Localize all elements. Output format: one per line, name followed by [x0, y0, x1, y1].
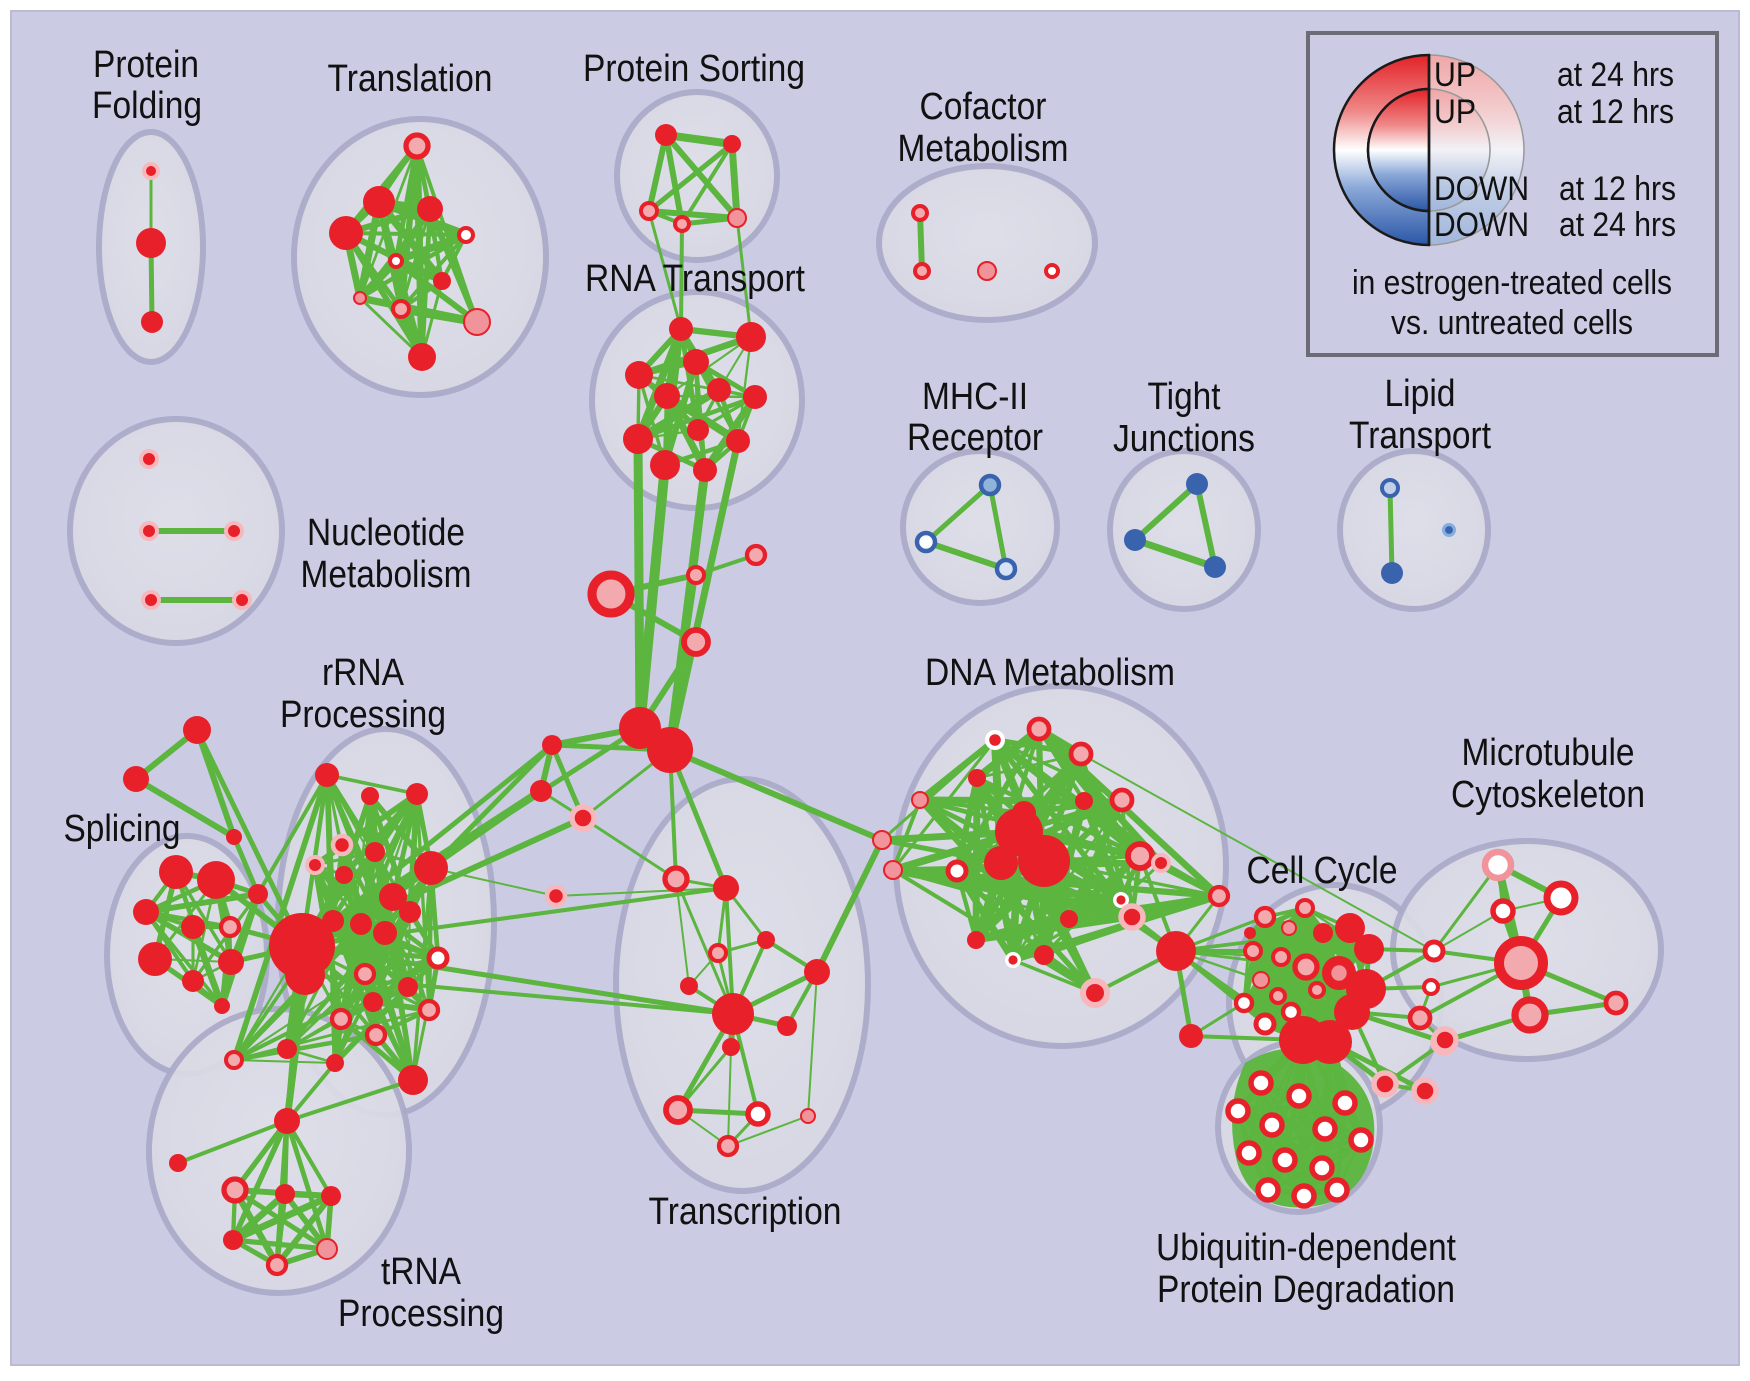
svg-text:Nucleotide: Nucleotide: [307, 512, 465, 554]
svg-text:Protein Degradation: Protein Degradation: [1157, 1269, 1455, 1311]
svg-text:Processing: Processing: [338, 1293, 504, 1335]
svg-text:Translation: Translation: [328, 58, 493, 100]
svg-text:UP: UP: [1434, 93, 1476, 131]
svg-text:Ubiquitin-dependent: Ubiquitin-dependent: [1156, 1227, 1456, 1269]
svg-text:at 24 hrs: at 24 hrs: [1559, 206, 1676, 244]
svg-text:at 12 hrs: at 12 hrs: [1557, 93, 1674, 131]
svg-text:Tight: Tight: [1148, 376, 1221, 418]
svg-text:rRNA: rRNA: [322, 652, 405, 694]
svg-text:Transcription: Transcription: [649, 1191, 842, 1233]
svg-text:in estrogen-treated cells: in estrogen-treated cells: [1352, 264, 1672, 302]
svg-text:Metabolism: Metabolism: [898, 128, 1069, 170]
svg-text:Protein: Protein: [93, 44, 199, 86]
svg-text:DOWN: DOWN: [1434, 170, 1529, 208]
svg-text:Cell Cycle: Cell Cycle: [1247, 850, 1398, 892]
svg-text:UP: UP: [1434, 56, 1476, 94]
svg-text:Cytoskeleton: Cytoskeleton: [1451, 774, 1645, 816]
svg-text:Junctions: Junctions: [1113, 418, 1255, 460]
svg-text:Cofactor: Cofactor: [920, 86, 1047, 128]
svg-text:DNA Metabolism: DNA Metabolism: [925, 652, 1175, 694]
svg-text:Protein Sorting: Protein Sorting: [583, 48, 805, 90]
svg-text:tRNA: tRNA: [381, 1251, 462, 1293]
svg-text:Transport: Transport: [1349, 415, 1491, 457]
svg-text:Microtubule: Microtubule: [1462, 732, 1635, 774]
svg-text:Metabolism: Metabolism: [301, 554, 472, 596]
svg-text:vs. untreated cells: vs. untreated cells: [1391, 304, 1633, 342]
svg-text:Splicing: Splicing: [64, 808, 181, 850]
svg-text:DOWN: DOWN: [1434, 206, 1529, 244]
svg-text:Folding: Folding: [92, 85, 202, 127]
svg-text:Processing: Processing: [280, 694, 446, 736]
svg-text:MHC-II: MHC-II: [922, 376, 1028, 418]
svg-text:at 24 hrs: at 24 hrs: [1557, 56, 1674, 94]
svg-text:RNA Transport: RNA Transport: [585, 258, 805, 300]
svg-text:at 12 hrs: at 12 hrs: [1559, 170, 1676, 208]
svg-text:Receptor: Receptor: [907, 417, 1043, 459]
svg-text:Lipid: Lipid: [1385, 373, 1456, 415]
